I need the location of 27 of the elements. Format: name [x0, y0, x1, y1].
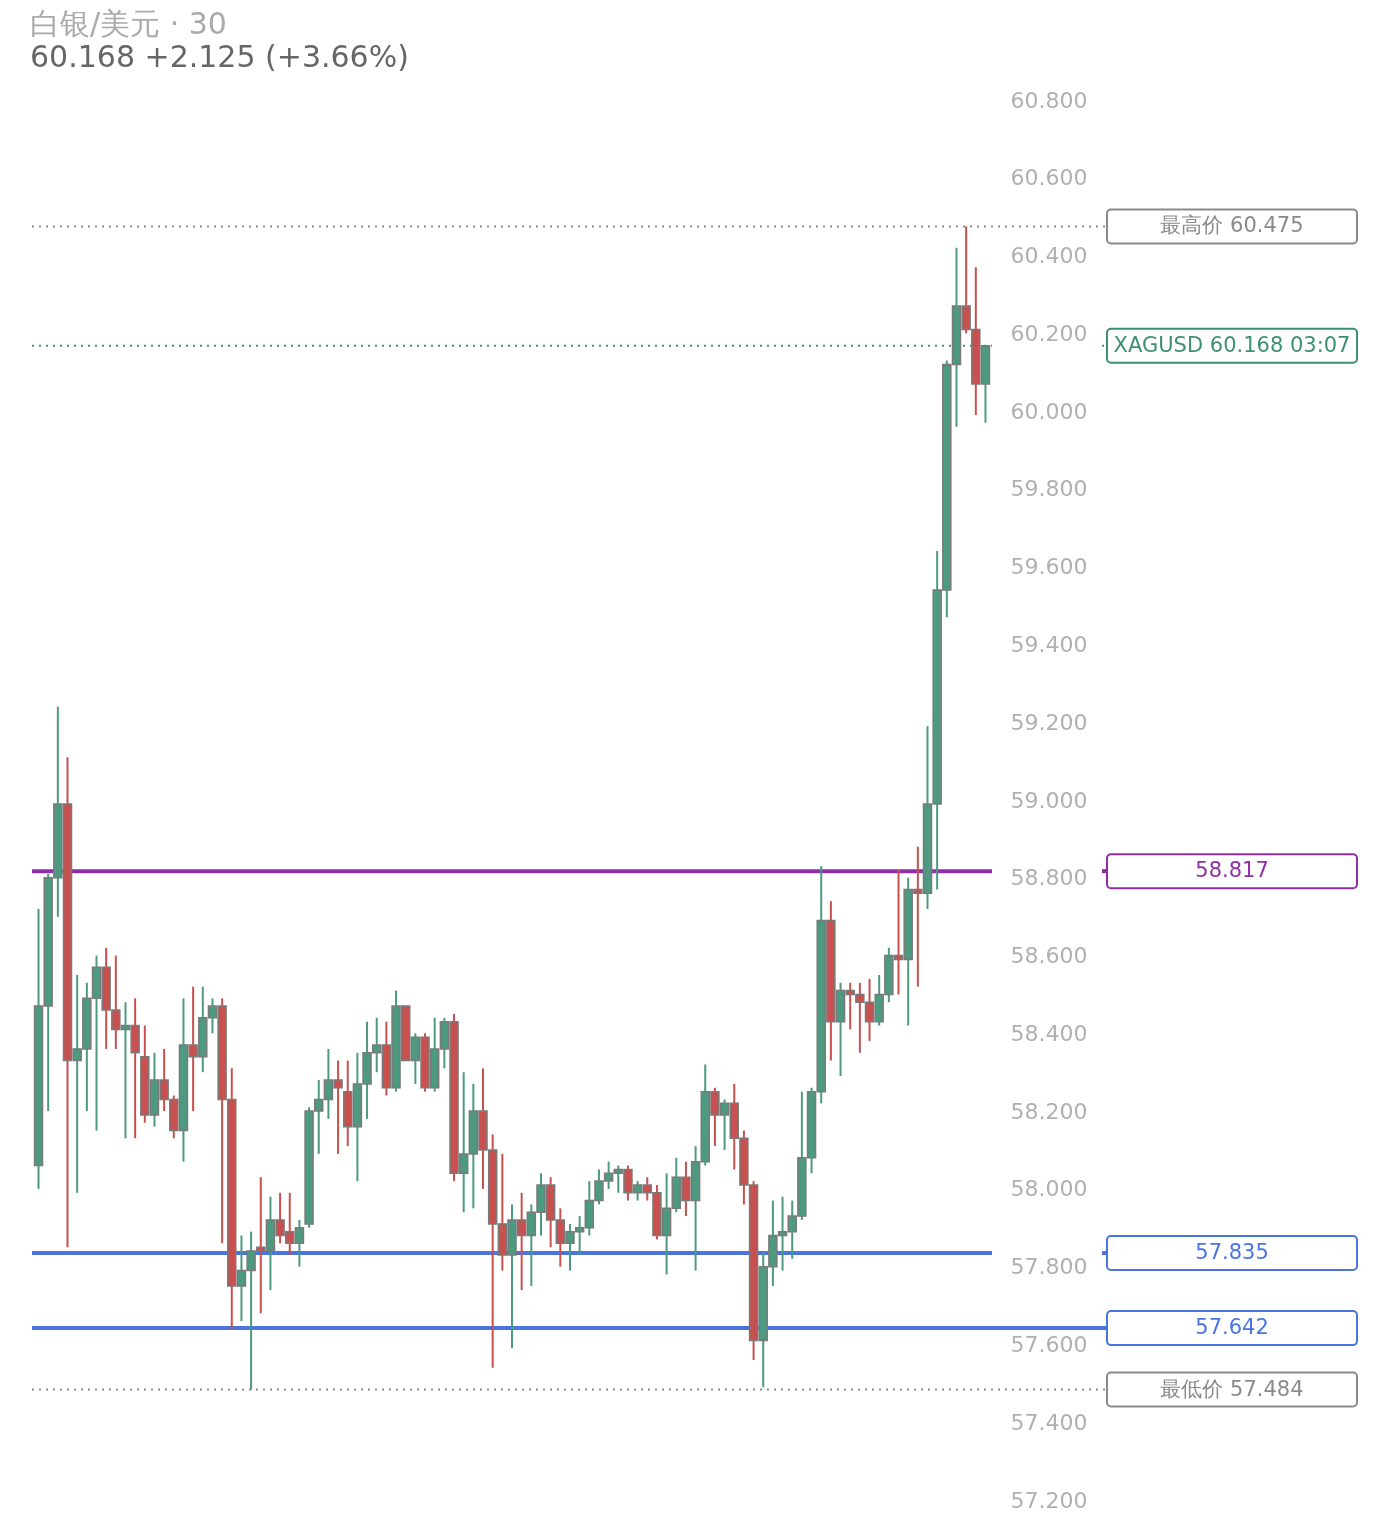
y-tick-label: 60.000 — [1010, 398, 1088, 424]
y-tick-label: 58.000 — [1010, 1176, 1088, 1202]
y-tick-label: 57.400 — [1010, 1409, 1088, 1435]
y-tick-label: 58.200 — [1010, 1098, 1088, 1124]
y-tick-label: 57.600 — [1010, 1331, 1088, 1357]
y-tick-label: 59.400 — [1010, 631, 1088, 657]
y-tick-label: 60.600 — [1010, 165, 1088, 191]
y-tick-label: 58.600 — [1010, 943, 1088, 969]
ref-line-label: 58.817 — [1195, 858, 1269, 883]
ref-line-label: 57.835 — [1195, 1240, 1269, 1265]
y-tick-label: 59.000 — [1010, 787, 1088, 813]
ref-line-label: 最低价 57.484 — [1160, 1376, 1304, 1401]
y-tick-label: 60.800 — [1010, 87, 1088, 113]
y-tick-label: 58.400 — [1010, 1020, 1088, 1046]
y-tick-label: 59.200 — [1010, 709, 1088, 735]
ref-line-label: 57.642 — [1195, 1315, 1269, 1340]
y-tick-label: 59.600 — [1010, 554, 1088, 580]
y-tick-label: 58.800 — [1010, 865, 1088, 891]
ref-line-label: XAGUSD 60.168 03:07 — [1113, 332, 1351, 357]
chart-subtitle: 60.168 +2.125 (+3.66%) — [30, 39, 409, 74]
y-tick-label: 57.200 — [1010, 1487, 1088, 1513]
y-tick-label: 57.800 — [1010, 1254, 1088, 1280]
chart-title: 白银/美元 · 30 — [30, 6, 227, 41]
ref-line-label: 最高价 60.475 — [1160, 213, 1304, 238]
y-tick-label: 59.800 — [1010, 476, 1088, 502]
y-tick-label: 60.200 — [1010, 320, 1088, 346]
y-tick-label: 60.400 — [1010, 243, 1088, 269]
